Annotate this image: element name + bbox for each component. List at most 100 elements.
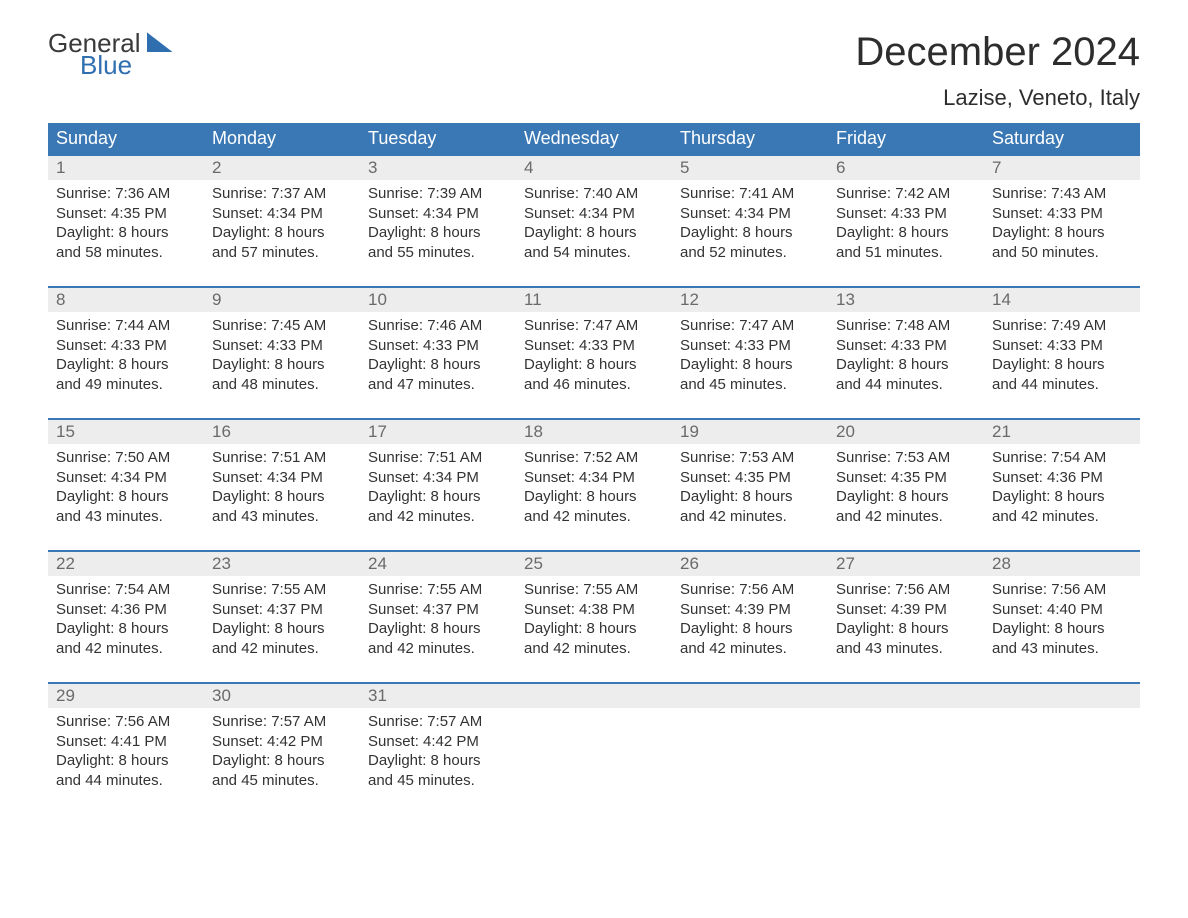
daylight-line: Daylight: 8 hours and 42 minutes. xyxy=(368,619,508,658)
sunset-line: Sunset: 4:34 PM xyxy=(212,204,352,224)
sunset-line: Sunset: 4:37 PM xyxy=(368,600,508,620)
day-name: Thursday xyxy=(672,123,828,154)
day-number: 19 xyxy=(672,420,828,444)
daylight-line: Daylight: 8 hours and 54 minutes. xyxy=(524,223,664,262)
calendar-cell: Sunrise: 7:52 AMSunset: 4:34 PMDaylight:… xyxy=(516,444,672,536)
calendar-cell: Sunrise: 7:43 AMSunset: 4:33 PMDaylight:… xyxy=(984,180,1140,272)
day-number: 9 xyxy=(204,288,360,312)
calendar-cell: Sunrise: 7:36 AMSunset: 4:35 PMDaylight:… xyxy=(48,180,204,272)
calendar-cell: Sunrise: 7:41 AMSunset: 4:34 PMDaylight:… xyxy=(672,180,828,272)
sunset-line: Sunset: 4:33 PM xyxy=(56,336,196,356)
sunrise-line: Sunrise: 7:40 AM xyxy=(524,184,664,204)
sunrise-line: Sunrise: 7:55 AM xyxy=(368,580,508,600)
day-name: Tuesday xyxy=(360,123,516,154)
calendar-cell: Sunrise: 7:56 AMSunset: 4:39 PMDaylight:… xyxy=(828,576,984,668)
daylight-line: Daylight: 8 hours and 57 minutes. xyxy=(212,223,352,262)
day-number: 14 xyxy=(984,288,1140,312)
day-number: 1 xyxy=(48,156,204,180)
sunrise-line: Sunrise: 7:50 AM xyxy=(56,448,196,468)
day-number: 23 xyxy=(204,552,360,576)
daylight-line: Daylight: 8 hours and 42 minutes. xyxy=(992,487,1132,526)
sunset-line: Sunset: 4:35 PM xyxy=(56,204,196,224)
logo-text-blue: Blue xyxy=(80,52,132,78)
calendar-cell: Sunrise: 7:54 AMSunset: 4:36 PMDaylight:… xyxy=(984,444,1140,536)
calendar-cell: Sunrise: 7:56 AMSunset: 4:40 PMDaylight:… xyxy=(984,576,1140,668)
sunrise-line: Sunrise: 7:41 AM xyxy=(680,184,820,204)
sunset-line: Sunset: 4:34 PM xyxy=(368,468,508,488)
page-title: December 2024 xyxy=(855,30,1140,75)
day-number: 26 xyxy=(672,552,828,576)
calendar-cell: Sunrise: 7:51 AMSunset: 4:34 PMDaylight:… xyxy=(360,444,516,536)
sunset-line: Sunset: 4:36 PM xyxy=(56,600,196,620)
calendar-cell: Sunrise: 7:55 AMSunset: 4:38 PMDaylight:… xyxy=(516,576,672,668)
daylight-line: Daylight: 8 hours and 42 minutes. xyxy=(524,619,664,658)
sunset-line: Sunset: 4:42 PM xyxy=(212,732,352,752)
sunset-line: Sunset: 4:34 PM xyxy=(680,204,820,224)
day-number: 13 xyxy=(828,288,984,312)
sunrise-line: Sunrise: 7:57 AM xyxy=(368,712,508,732)
sunset-line: Sunset: 4:33 PM xyxy=(368,336,508,356)
sunrise-line: Sunrise: 7:48 AM xyxy=(836,316,976,336)
sunrise-line: Sunrise: 7:45 AM xyxy=(212,316,352,336)
sunrise-line: Sunrise: 7:46 AM xyxy=(368,316,508,336)
daylight-line: Daylight: 8 hours and 52 minutes. xyxy=(680,223,820,262)
calendar-cell xyxy=(672,708,828,800)
day-number: 15 xyxy=(48,420,204,444)
sunset-line: Sunset: 4:41 PM xyxy=(56,732,196,752)
daylight-line: Daylight: 8 hours and 42 minutes. xyxy=(680,619,820,658)
day-number: 5 xyxy=(672,156,828,180)
day-number: 8 xyxy=(48,288,204,312)
daylight-line: Daylight: 8 hours and 42 minutes. xyxy=(56,619,196,658)
sunset-line: Sunset: 4:35 PM xyxy=(836,468,976,488)
daylight-line: Daylight: 8 hours and 42 minutes. xyxy=(836,487,976,526)
sunset-line: Sunset: 4:33 PM xyxy=(680,336,820,356)
daylight-line: Daylight: 8 hours and 42 minutes. xyxy=(524,487,664,526)
day-number: 25 xyxy=(516,552,672,576)
calendar-cell: Sunrise: 7:39 AMSunset: 4:34 PMDaylight:… xyxy=(360,180,516,272)
daylight-line: Daylight: 8 hours and 43 minutes. xyxy=(836,619,976,658)
sunrise-line: Sunrise: 7:56 AM xyxy=(836,580,976,600)
sunset-line: Sunset: 4:33 PM xyxy=(836,336,976,356)
sunset-line: Sunset: 4:42 PM xyxy=(368,732,508,752)
calendar-cell: Sunrise: 7:37 AMSunset: 4:34 PMDaylight:… xyxy=(204,180,360,272)
calendar-cell: Sunrise: 7:55 AMSunset: 4:37 PMDaylight:… xyxy=(360,576,516,668)
sunrise-line: Sunrise: 7:44 AM xyxy=(56,316,196,336)
daylight-line: Daylight: 8 hours and 46 minutes. xyxy=(524,355,664,394)
sunset-line: Sunset: 4:40 PM xyxy=(992,600,1132,620)
sunrise-line: Sunrise: 7:36 AM xyxy=(56,184,196,204)
daynum-row: 891011121314 xyxy=(48,288,1140,312)
day-name: Saturday xyxy=(984,123,1140,154)
day-number: 3 xyxy=(360,156,516,180)
daylight-line: Daylight: 8 hours and 42 minutes. xyxy=(680,487,820,526)
sunrise-line: Sunrise: 7:47 AM xyxy=(680,316,820,336)
day-number: 24 xyxy=(360,552,516,576)
calendar-week: 22232425262728Sunrise: 7:54 AMSunset: 4:… xyxy=(48,550,1140,668)
title-block: December 2024 Lazise, Veneto, Italy xyxy=(855,30,1140,111)
daylight-line: Daylight: 8 hours and 43 minutes. xyxy=(992,619,1132,658)
sunrise-line: Sunrise: 7:57 AM xyxy=(212,712,352,732)
daylight-line: Daylight: 8 hours and 44 minutes. xyxy=(992,355,1132,394)
calendar-cell xyxy=(516,708,672,800)
sunrise-line: Sunrise: 7:39 AM xyxy=(368,184,508,204)
sunset-line: Sunset: 4:34 PM xyxy=(56,468,196,488)
logo: General Blue xyxy=(48,30,173,78)
calendar-cell xyxy=(984,708,1140,800)
sunrise-line: Sunrise: 7:55 AM xyxy=(212,580,352,600)
sunset-line: Sunset: 4:35 PM xyxy=(680,468,820,488)
day-name: Wednesday xyxy=(516,123,672,154)
calendar: Sunday Monday Tuesday Wednesday Thursday… xyxy=(48,123,1140,800)
sunrise-line: Sunrise: 7:42 AM xyxy=(836,184,976,204)
daylight-line: Daylight: 8 hours and 58 minutes. xyxy=(56,223,196,262)
calendar-cell: Sunrise: 7:45 AMSunset: 4:33 PMDaylight:… xyxy=(204,312,360,404)
day-number: 6 xyxy=(828,156,984,180)
sunrise-line: Sunrise: 7:51 AM xyxy=(368,448,508,468)
daylight-line: Daylight: 8 hours and 44 minutes. xyxy=(836,355,976,394)
sunset-line: Sunset: 4:39 PM xyxy=(836,600,976,620)
daylight-line: Daylight: 8 hours and 45 minutes. xyxy=(212,751,352,790)
daylight-line: Daylight: 8 hours and 50 minutes. xyxy=(992,223,1132,262)
sunrise-line: Sunrise: 7:51 AM xyxy=(212,448,352,468)
calendar-week: 293031Sunrise: 7:56 AMSunset: 4:41 PMDay… xyxy=(48,682,1140,800)
calendar-cell: Sunrise: 7:40 AMSunset: 4:34 PMDaylight:… xyxy=(516,180,672,272)
sunset-line: Sunset: 4:37 PM xyxy=(212,600,352,620)
daylight-line: Daylight: 8 hours and 45 minutes. xyxy=(368,751,508,790)
